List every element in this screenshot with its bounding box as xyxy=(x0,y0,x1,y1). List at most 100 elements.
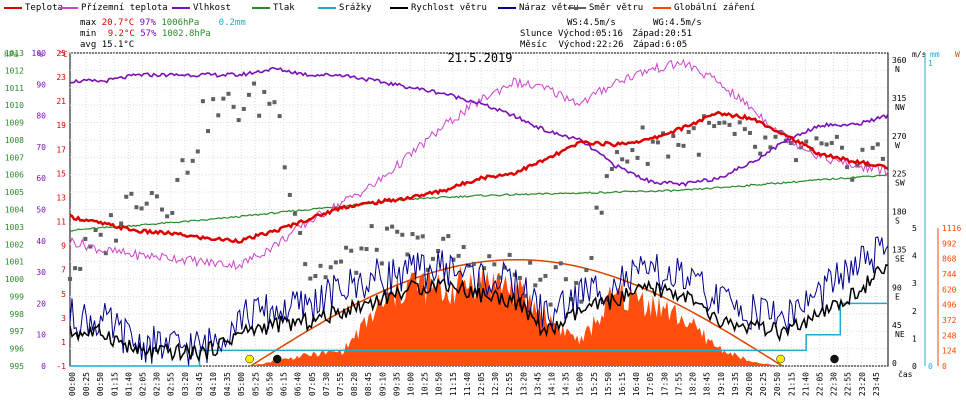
wind-direction-point xyxy=(737,120,742,125)
wind-direction-point xyxy=(768,145,773,150)
wind-direction-point xyxy=(676,142,681,147)
wind-direction-point xyxy=(68,276,72,281)
wind-direction-point xyxy=(369,224,374,229)
dir-tick-compass: SE xyxy=(895,254,905,263)
wind-direction-point xyxy=(758,151,763,156)
wind-direction-point xyxy=(190,158,195,163)
sunrise-marker xyxy=(245,354,254,364)
hpa-tick-label: 1006 xyxy=(5,171,24,180)
wind-direction-point xyxy=(252,81,257,86)
wind-direction-point xyxy=(170,210,175,215)
wind-direction-point xyxy=(512,272,517,277)
wind-direction-point xyxy=(456,253,461,258)
wind-direction-point xyxy=(139,206,144,211)
wind-direction-point xyxy=(543,273,548,278)
wind-direction-point xyxy=(732,131,737,136)
hpa-tick-label: 996 xyxy=(10,345,25,354)
x-tick-label: 06:40 xyxy=(294,372,303,396)
x-tick-label: 21:15 xyxy=(787,372,796,396)
wind-direction-point xyxy=(742,127,747,132)
wind-direction-point xyxy=(691,126,696,131)
stat-moonset: Západ:6:05 xyxy=(632,40,688,50)
wind-direction-point xyxy=(681,143,686,148)
wind-direction-point xyxy=(574,280,579,285)
wind-direction-point xyxy=(671,133,676,138)
wind-direction-point xyxy=(747,130,752,135)
wind-direction-point xyxy=(395,229,400,234)
ms-tick-label: 0 xyxy=(912,362,917,371)
x-tick-label: 22:30 xyxy=(830,372,839,396)
wind-direction-point xyxy=(425,267,430,272)
wind-direction-point xyxy=(707,120,712,125)
wind-direction-point xyxy=(497,275,502,280)
w-tick-label: 868 xyxy=(942,255,957,264)
x-tick-label: 23:45 xyxy=(872,372,881,396)
wind-direction-point xyxy=(349,248,354,253)
legend-item: Srážky xyxy=(318,3,372,13)
wind-direction-point xyxy=(200,99,205,104)
legend-item: Teplota xyxy=(4,3,63,13)
legend-label: Srážky xyxy=(339,3,372,13)
wind-direction-point xyxy=(292,211,297,216)
wind-direction-point xyxy=(655,140,660,145)
wind-direction-point xyxy=(119,221,124,226)
wind-direction-point xyxy=(144,201,149,206)
wind-direction-point xyxy=(533,283,538,288)
wind-direction-point xyxy=(625,159,630,164)
wind-direction-point xyxy=(753,144,758,149)
stat-avg: avg 15.1°C xyxy=(80,40,134,50)
legend-label: Náraz větru xyxy=(519,3,579,13)
x-tick-label: 05:00 xyxy=(237,372,246,396)
wind-direction-point xyxy=(344,245,349,250)
wind-direction-point xyxy=(650,139,655,144)
stat-sun: Slunce Východ:05:16 Západ:20:51 xyxy=(520,29,692,39)
stat-max-label: max xyxy=(80,18,97,28)
x-tick-label: 09:10 xyxy=(378,372,387,396)
wind-direction-point xyxy=(471,261,476,266)
ms-tick-label: 1 xyxy=(912,334,917,343)
wind-direction-point xyxy=(354,270,359,275)
stat-max-press: 1006hPa xyxy=(161,18,200,28)
x-tick-label: 16:40 xyxy=(632,372,641,396)
degc-tick-label: 9 xyxy=(61,242,66,251)
legend-item: Přízemní teplota xyxy=(60,3,168,13)
pct-tick-label: 80 xyxy=(36,112,46,121)
wind-direction-point xyxy=(615,150,620,155)
degc-tick-label: 23 xyxy=(56,73,66,82)
wind-direction-point xyxy=(451,257,456,262)
moonset-marker xyxy=(272,354,282,364)
w-tick-label: 124 xyxy=(942,347,957,356)
wind-direction-point xyxy=(819,141,824,146)
wind-direction-point xyxy=(793,158,798,163)
stat-avg-temp: 15.1°C xyxy=(101,40,135,50)
wind-direction-point xyxy=(415,235,420,240)
wind-direction-point xyxy=(216,113,221,118)
degc-tick-label: 17 xyxy=(56,145,66,154)
degc-tick-label: 7 xyxy=(61,266,66,275)
stat-wg: WG:4.5m/s xyxy=(653,18,702,28)
legend-label: Tlak xyxy=(273,3,295,13)
x-tick-label: 05:25 xyxy=(251,372,260,396)
hpa-tick-label: 998 xyxy=(10,310,25,319)
wind-direction-point xyxy=(553,265,558,270)
x-tick-label: 20:00 xyxy=(745,372,754,396)
dir-tick-compass: N xyxy=(895,65,900,74)
wind-direction-point xyxy=(308,276,313,281)
x-tick-label: 00:50 xyxy=(96,372,105,396)
wind-direction-point xyxy=(149,191,154,196)
stat-sunrise: Východ:05:16 xyxy=(557,29,623,39)
wind-direction-point xyxy=(722,120,727,125)
stat-sunset: Západ:20:51 xyxy=(632,29,692,39)
wind-direction-point xyxy=(374,247,379,252)
wind-direction-point xyxy=(477,283,481,288)
chart-title: 21.5.2019 xyxy=(447,51,512,65)
wind-direction-point xyxy=(379,261,384,266)
wind-direction-point xyxy=(604,174,609,179)
wind-direction-point xyxy=(870,145,875,150)
wind-direction-point xyxy=(390,224,395,229)
wind-direction-point xyxy=(267,101,272,106)
wind-direction-point xyxy=(446,234,451,239)
wind-direction-point xyxy=(599,210,604,215)
series-line-tlak xyxy=(69,173,889,232)
wind-direction-point xyxy=(236,118,241,123)
